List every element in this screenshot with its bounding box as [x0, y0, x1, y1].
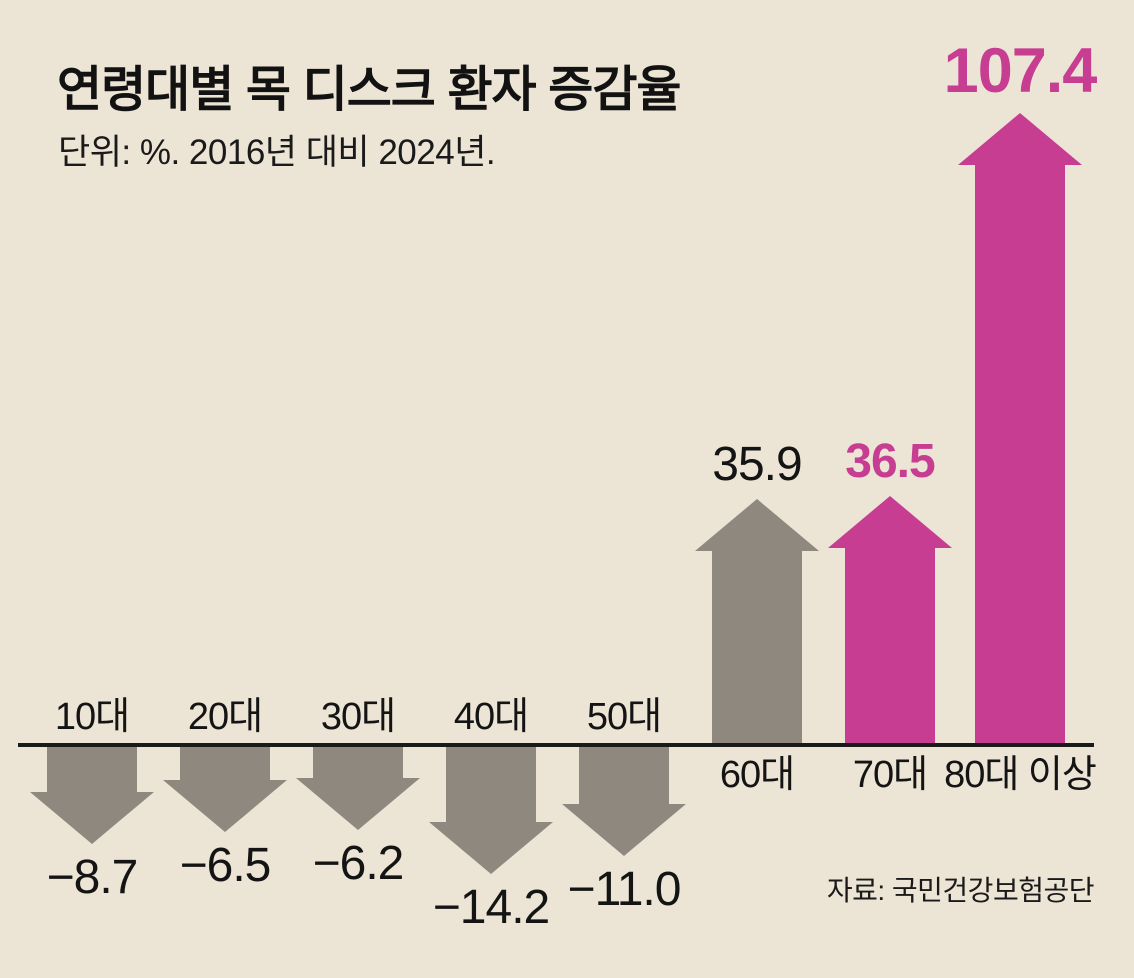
category-label: 50대 [586, 696, 662, 738]
chart-baseline-axis [18, 743, 1094, 747]
bar-arrow-down [163, 747, 287, 832]
chart-subtitle-unit: 단위: %. 2016년 대비 2024년. [58, 133, 496, 172]
category-label: 70대 [852, 754, 928, 796]
arrow-shape [562, 747, 686, 856]
arrow-shape [828, 496, 952, 743]
category-label: 30대 [320, 696, 396, 738]
bar-arrow-down [296, 747, 420, 830]
arrow-shape [695, 499, 819, 743]
arrow-shape [163, 747, 287, 832]
bar-arrow-down [30, 747, 154, 844]
value-label: −8.7 [46, 851, 139, 904]
category-label: 40대 [453, 696, 529, 738]
value-label: −6.2 [312, 837, 405, 890]
value-label: −11.0 [567, 863, 682, 916]
value-label: 36.5 [845, 435, 935, 488]
arrow-shape [30, 747, 154, 844]
category-label: 20대 [187, 696, 263, 738]
bar-arrow-down [429, 747, 553, 874]
arrow-shape [296, 747, 420, 830]
category-label: 10대 [54, 696, 130, 738]
bar-arrow-down [562, 747, 686, 856]
arrow-shape [958, 113, 1082, 743]
value-label: −6.5 [179, 839, 272, 892]
page-title: 연령대별 목 디스크 환자 증감율 [57, 63, 681, 117]
bar-arrow-up [958, 113, 1082, 743]
bar-arrow-up [828, 496, 952, 743]
bar-arrow-up [695, 499, 819, 743]
value-label: −14.2 [432, 881, 550, 934]
category-label: 60대 [719, 754, 795, 796]
source-credit: 자료: 국민건강보험공단 [826, 875, 1095, 906]
value-label: 35.9 [712, 438, 802, 491]
value-label: 107.4 [943, 36, 1098, 106]
arrow-shape [429, 747, 553, 874]
category-label: 80대 이상 [944, 754, 1097, 796]
